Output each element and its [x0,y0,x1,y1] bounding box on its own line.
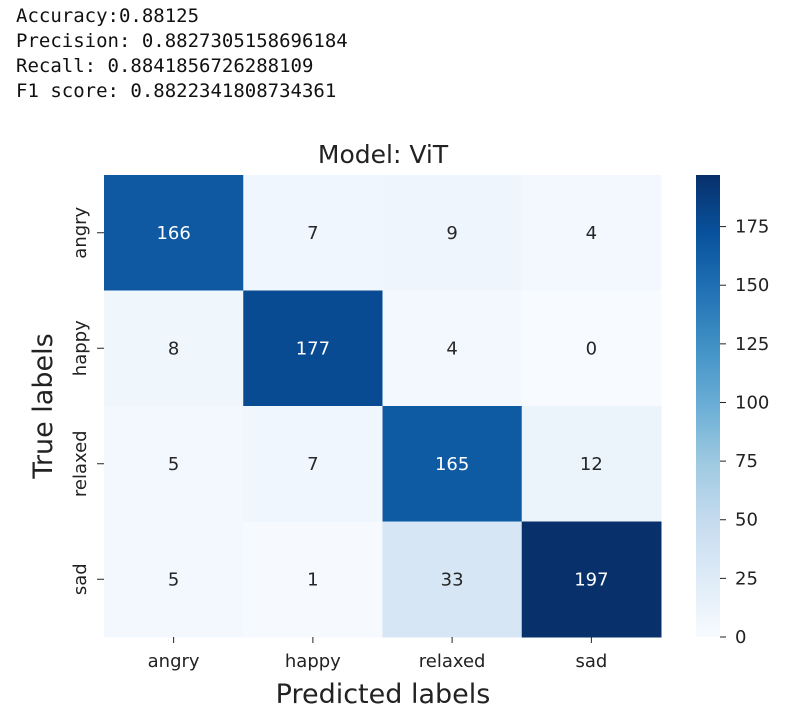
precision-line: Precision: 0.8827305158696184 [16,30,348,52]
heatmap-cell [104,175,244,291]
heatmap-cell-label: 33 [441,569,464,590]
y-tick-label: relaxed [70,430,91,497]
accuracy-line: Accuracy:0.88125 [16,5,200,27]
heatmap-cell [521,290,662,407]
heatmap-cell-label: 9 [446,223,457,244]
heatmap-cell-label: 5 [168,454,179,475]
heatmap-cell [382,175,523,291]
heatmap-cell-label: 8 [168,338,179,359]
colorbar-tick-label: 100 [735,392,769,413]
y-tick-label: happy [70,320,91,376]
colorbar-ticks: 0 25 50 75 100 125 150 175 [720,217,769,648]
heatmap-cell [104,290,244,407]
x-tick-label: happy [285,651,341,672]
heatmap-cell-label: 5 [168,569,179,590]
heatmap-cell-label: 4 [586,223,597,244]
colorbar-tick-label: 50 [735,510,758,531]
heatmap-cell-label: 12 [580,454,603,475]
colorbar-tick-label: 150 [735,275,769,296]
heatmap-cell [382,406,523,522]
heatmap-cell [382,521,523,638]
heatmap-cell [104,521,244,638]
y-tick-label: angry [70,206,91,258]
heatmap-cell-label: 7 [307,454,318,475]
colorbar-tick-label: 0 [735,627,746,648]
heatmap-cell [382,290,523,407]
heatmap-cell-label: 1 [307,569,318,590]
heatmap-cell [243,521,383,638]
x-tick-label: angry [148,651,200,672]
heatmap-cell [521,406,662,522]
heatmap-cell-label: 4 [446,338,457,359]
colorbar [696,175,720,637]
x-tick-label: relaxed [419,651,486,672]
heatmap-cell-label: 0 [586,338,597,359]
chart-title: Model: ViT [318,140,449,169]
x-axis-ticks: angry happy relaxed sad [148,637,607,672]
heatmap-cell-label: 166 [156,223,190,244]
colorbar-tick-label: 125 [735,334,769,355]
colorbar-tick-label: 75 [735,451,758,472]
recall-line: Recall: 0.8841856726288109 [16,55,314,77]
x-tick-label: sad [575,651,607,672]
heatmap-cell-labels: 166 7 9 4 8 177 4 0 5 7 165 12 5 1 33 197 [156,223,608,591]
heatmap-cell-label: 197 [574,569,608,590]
heatmap-cell-label: 165 [435,454,469,475]
y-tick-label: sad [70,563,91,595]
heatmap-cell [521,175,662,291]
metrics-output: Accuracy:0.88125 Precision: 0.8827305158… [16,4,348,104]
heatmap-cell [521,521,662,638]
colorbar-tick-label: 25 [735,568,758,589]
heatmap-cells [104,175,662,638]
heatmap-cell [243,290,383,407]
heatmap-cell [243,406,383,522]
heatmap-cell-label: 7 [307,223,318,244]
y-axis-ticks: angry happy relaxed sad [70,206,104,595]
heatmap-cell-label: 177 [296,338,330,359]
heatmap-cell [104,406,244,522]
colorbar-tick-label: 175 [735,217,769,238]
x-axis-label: Predicted labels [276,679,491,710]
heatmap-cell [243,175,383,291]
y-axis-label: True labels [28,333,59,479]
f1-score-line: F1 score: 0.8822341808734361 [16,80,337,102]
